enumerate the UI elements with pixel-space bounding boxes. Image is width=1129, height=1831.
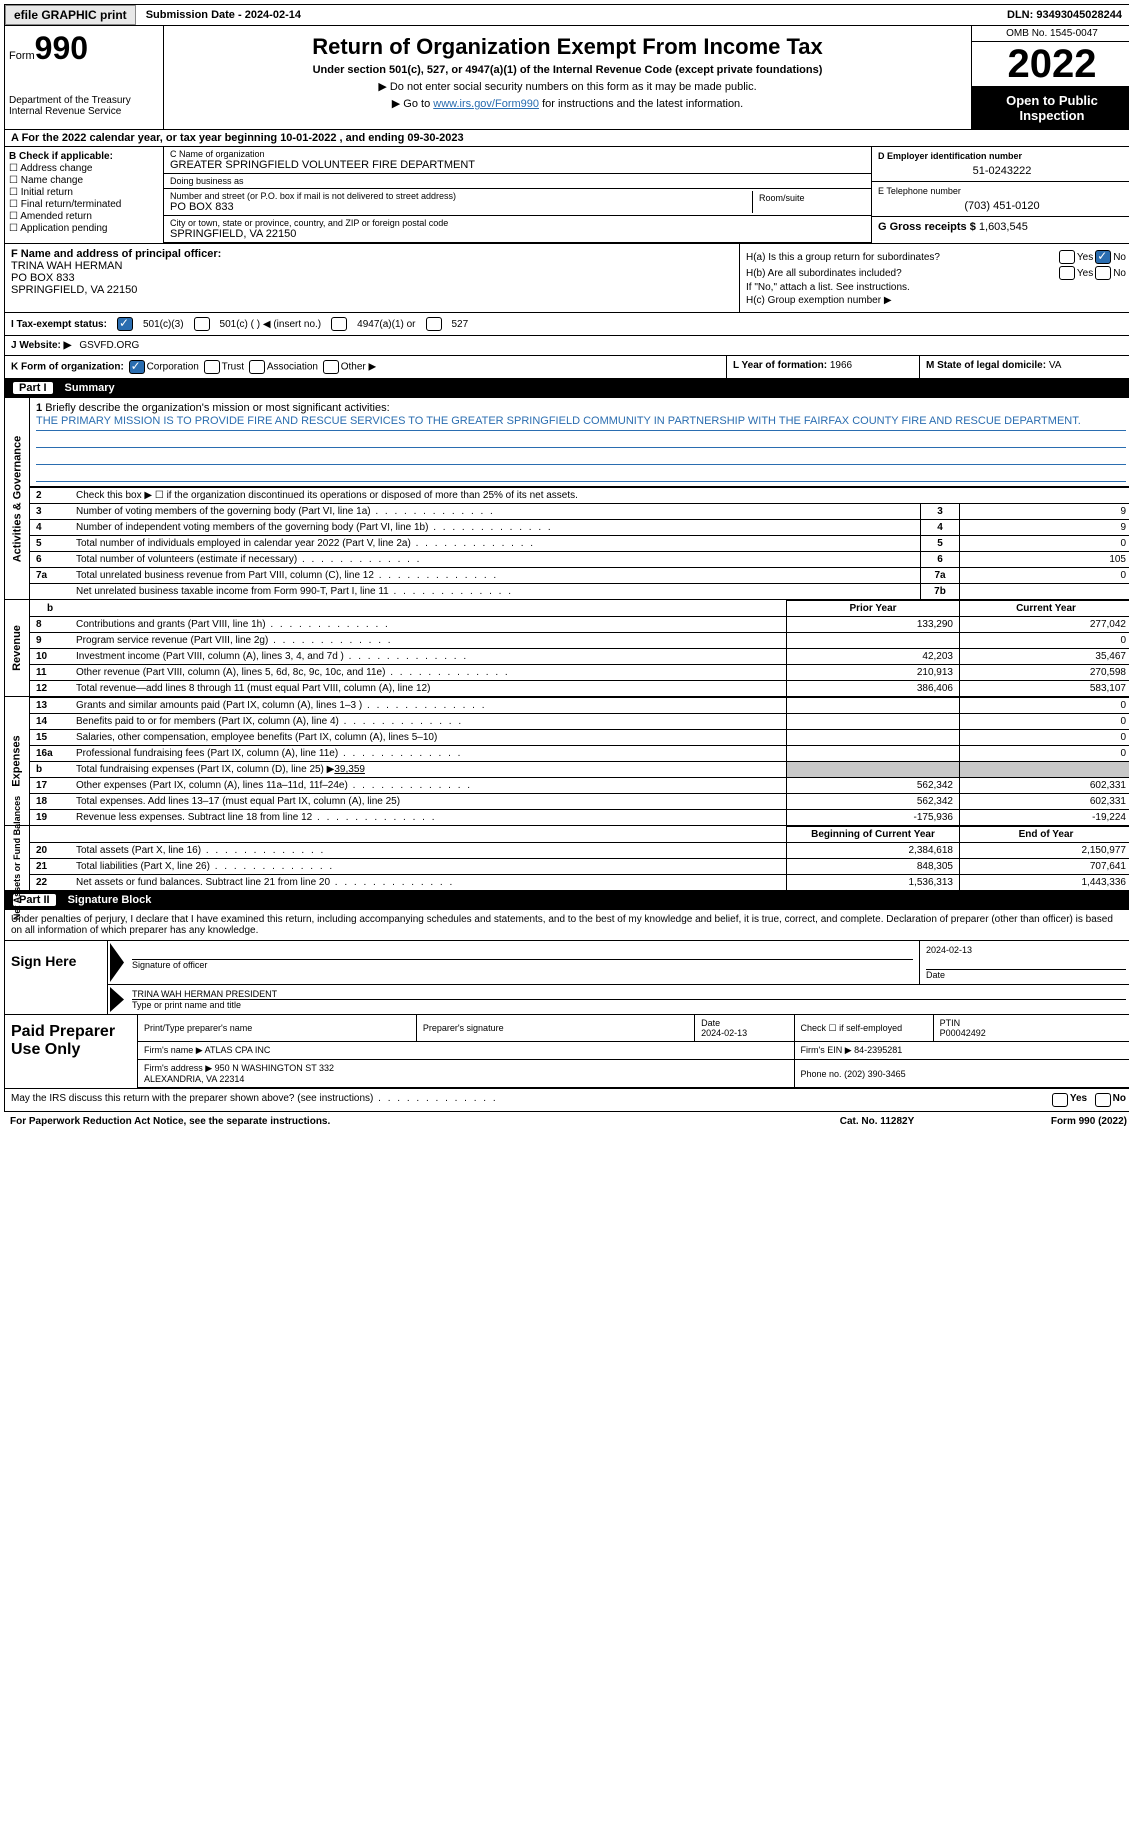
arrow-icon [110, 943, 124, 982]
chk-corp[interactable] [129, 360, 145, 374]
part-ii-header: Part II Signature Block [4, 891, 1129, 910]
submission-date: Submission Date - 2024-02-14 [136, 7, 311, 23]
chk-name-change[interactable]: ☐ Name change [9, 175, 159, 186]
row-klm: K Form of organization: Corporation Trus… [4, 356, 1129, 379]
omb-number: OMB No. 1545-0047 [972, 26, 1129, 42]
chk-501c[interactable] [194, 317, 210, 331]
arrow-icon [110, 987, 124, 1012]
net-assets-table: Beginning of Current YearEnd of Year 20T… [30, 826, 1129, 890]
discuss-no[interactable] [1095, 1093, 1111, 1107]
city-state-zip: SPRINGFIELD, VA 22150 [170, 228, 865, 240]
irs-label: Internal Revenue Service [9, 106, 159, 117]
subtitle-3: ▶ Go to www.irs.gov/Form990 for instruct… [168, 97, 967, 110]
box-c: C Name of organization GREATER SPRINGFIE… [164, 147, 871, 243]
form-title: Return of Organization Exempt From Incom… [168, 34, 967, 60]
subtitle-2: ▶ Do not enter social security numbers o… [168, 80, 967, 93]
form-number: Form990 [9, 30, 159, 67]
chk-application-pending[interactable]: ☐ Application pending [9, 223, 159, 234]
part-i-header: Part I Summary [4, 379, 1129, 398]
firm-ein: 84-2395281 [854, 1045, 902, 1055]
chk-527[interactable] [426, 317, 442, 331]
governance-table: 2Check this box ▶ ☐ if the organization … [30, 487, 1129, 599]
top-bar: efile GRAPHIC print Submission Date - 20… [4, 4, 1129, 26]
chk-other[interactable] [323, 360, 339, 374]
row-i: I Tax-exempt status: 501(c)(3) 501(c) ( … [4, 313, 1129, 336]
chk-address-change[interactable]: ☐ Address change [9, 163, 159, 174]
page-footer: For Paperwork Reduction Act Notice, see … [4, 1112, 1129, 1131]
discuss-yes[interactable] [1052, 1093, 1068, 1107]
firm-phone: (202) 390-3465 [844, 1069, 906, 1079]
vlabel-governance: Activities & Governance [5, 398, 30, 599]
chk-initial-return[interactable]: ☐ Initial return [9, 187, 159, 198]
chk-amended[interactable]: ☐ Amended return [9, 211, 159, 222]
prep-date: 2024-02-13 [701, 1028, 747, 1038]
ptin: P00042492 [940, 1028, 986, 1038]
efile-print-button[interactable]: efile GRAPHIC print [5, 5, 136, 25]
self-employed-check[interactable]: Check ☐ if self-employed [794, 1015, 933, 1042]
open-to-public: Open to Public Inspection [972, 87, 1129, 129]
chk-assoc[interactable] [249, 360, 265, 374]
mission-text: THE PRIMARY MISSION IS TO PROVIDE FIRE A… [36, 414, 1126, 431]
room-suite-label: Room/suite [753, 191, 865, 213]
ha-yes[interactable] [1059, 250, 1075, 264]
sign-date: 2024-02-13 [926, 945, 1126, 955]
box-h: H(a) Is this a group return for subordin… [740, 244, 1129, 312]
section-fh: F Name and address of principal officer:… [4, 244, 1129, 313]
form-header: Form990 Department of the Treasury Inter… [4, 26, 1129, 130]
box-b: B Check if applicable: ☐ Address change … [5, 147, 164, 243]
irs-discuss-question: May the IRS discuss this return with the… [4, 1089, 1129, 1112]
year-formation: 1966 [830, 360, 852, 371]
dept-treasury: Department of the Treasury [9, 95, 159, 106]
box-g: G Gross receipts $ 1,603,545 [872, 217, 1129, 237]
vlabel-revenue: Revenue [5, 600, 30, 696]
subtitle-1: Under section 501(c), 527, or 4947(a)(1)… [168, 64, 967, 76]
hb-no[interactable] [1095, 266, 1111, 280]
hb-yes[interactable] [1059, 266, 1075, 280]
row-j: J Website: ▶ GSVFD.ORG [4, 336, 1129, 356]
box-e: E Telephone number (703) 451-0120 [872, 182, 1129, 217]
row-a-calendar-year: A For the 2022 calendar year, or tax yea… [4, 130, 1129, 147]
section-bcde: B Check if applicable: ☐ Address change … [4, 147, 1129, 244]
sign-here-block: Sign Here Signature of officer 2024-02-1… [4, 941, 1129, 1015]
dln: DLN: 93493045028244 [997, 7, 1129, 23]
firm-name: ATLAS CPA INC [205, 1045, 271, 1055]
expenses-table: 13Grants and similar amounts paid (Part … [30, 697, 1129, 825]
revenue-table: bPrior YearCurrent Year 8Contributions a… [30, 600, 1129, 696]
state-domicile: VA [1049, 360, 1062, 371]
website: GSVFD.ORG [79, 340, 139, 351]
box-f: F Name and address of principal officer:… [5, 244, 740, 312]
tax-year: 2022 [972, 42, 1129, 87]
line-1: 1 Briefly describe the organization's mi… [30, 398, 1129, 487]
chk-final-return[interactable]: ☐ Final return/terminated [9, 199, 159, 210]
street-address: PO BOX 833 [170, 201, 752, 213]
chk-501c3[interactable] [117, 317, 133, 331]
paid-preparer-block: Paid Preparer Use Only Print/Type prepar… [4, 1015, 1129, 1089]
chk-trust[interactable] [204, 360, 220, 374]
vlabel-net-assets: Net Assets or Fund Balances [5, 826, 30, 890]
officer-name: TRINA WAH HERMAN PRESIDENT [132, 989, 1126, 999]
org-name: GREATER SPRINGFIELD VOLUNTEER FIRE DEPAR… [170, 159, 865, 171]
signature-intro: Under penalties of perjury, I declare th… [4, 910, 1129, 941]
chk-4947[interactable] [331, 317, 347, 331]
ha-no[interactable] [1095, 250, 1111, 264]
box-d: D Employer identification number 51-0243… [872, 147, 1129, 182]
irs-link[interactable]: www.irs.gov/Form990 [433, 98, 539, 110]
